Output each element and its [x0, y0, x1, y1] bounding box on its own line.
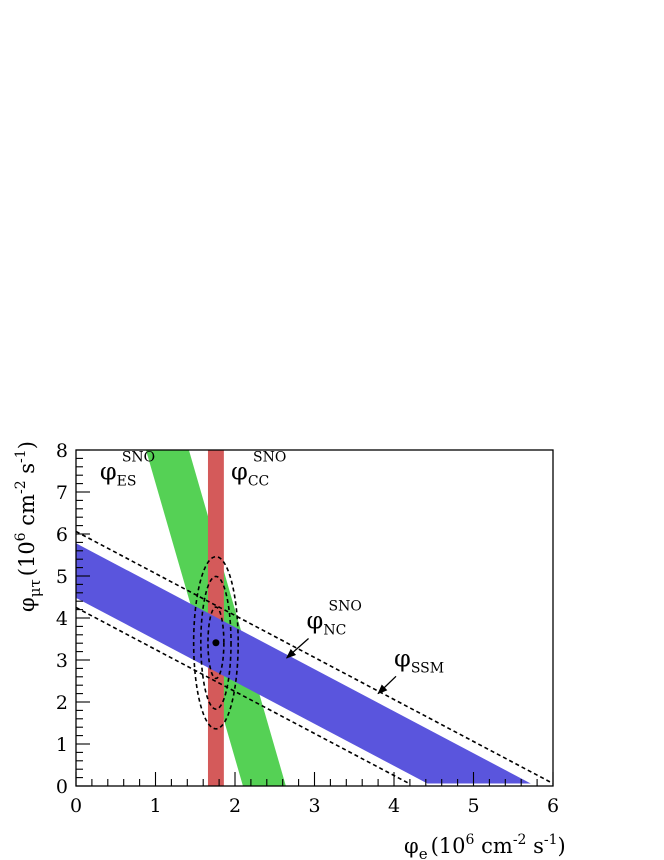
- annotation-nc-arrow: [285, 638, 309, 659]
- y-tick-label: 7: [56, 482, 68, 504]
- annotation-ssm-arrow: [377, 675, 397, 695]
- annotation-ssm: φSSM: [394, 644, 444, 676]
- y-tick-label: 1: [56, 734, 68, 756]
- x-tick-label: 3: [308, 795, 320, 817]
- annotation-cc-sup: SNO: [253, 449, 286, 465]
- flux-bands: [76, 450, 531, 786]
- x-axis-label: φe (106 cm-2 s-1): [404, 832, 566, 860]
- x-tick-label: 2: [229, 795, 241, 817]
- y-tick-label: 8: [56, 440, 68, 462]
- annotation-es-sup: SNO: [122, 449, 155, 465]
- band-nc: [76, 543, 531, 784]
- y-tick-label: 0: [56, 776, 68, 798]
- x-tick-label: 1: [149, 795, 161, 817]
- annotation-cc: φCC: [231, 457, 269, 489]
- y-tick-label: 6: [56, 524, 68, 546]
- annotation-nc: φNC: [307, 607, 347, 639]
- x-tick-label: 5: [467, 795, 479, 817]
- annotation-es: φES: [100, 457, 137, 489]
- contour-ellipses: [192, 555, 239, 730]
- x-tick-label: 0: [70, 795, 82, 817]
- y-tick-label: 2: [56, 692, 68, 714]
- annotation-nc-sup: SNO: [329, 599, 362, 615]
- x-tick-label: 6: [547, 795, 559, 817]
- y-tick-label: 3: [56, 650, 68, 672]
- contour-ellipse-3: [192, 555, 239, 730]
- y-tick-label: 4: [56, 608, 68, 630]
- contour-ellipse-1: [207, 606, 225, 680]
- y-tick-label: 5: [56, 566, 68, 588]
- axis-ticks: [75, 449, 554, 787]
- x-tick-label: 4: [388, 795, 400, 817]
- ssm-line-1: [76, 530, 553, 785]
- contour-ellipse-2: [200, 575, 232, 710]
- ssm-lines: [76, 530, 553, 785]
- best-fit-point-group: [212, 639, 220, 647]
- tick-labels: 0 1 2 3 4 5 6 0 1 2 3 4 5 6 7 8: [56, 440, 559, 817]
- best-fit-point: [212, 639, 220, 647]
- y-axis-label: φμτ(106 cm-2 s-1): [13, 441, 44, 612]
